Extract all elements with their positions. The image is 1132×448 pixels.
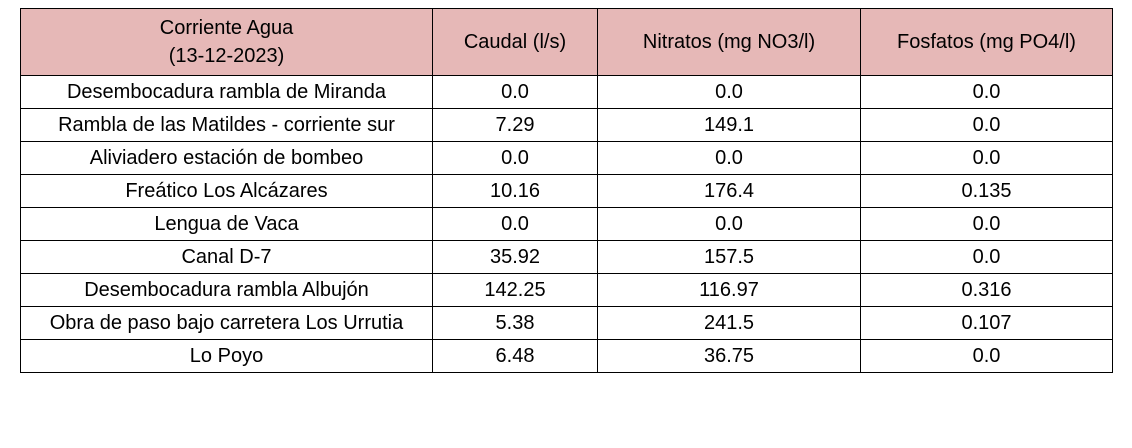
header-cell: Nitratos (mg NO3/l) bbox=[597, 8, 861, 76]
table-row: Desembocadura rambla Albujón 142.25 116.97… bbox=[20, 273, 1113, 307]
table-cell: 0.135 bbox=[860, 174, 1113, 208]
table-cell: Lengua de Vaca bbox=[20, 207, 433, 241]
header-cell: Corriente Agua (13-12-2023) bbox=[20, 8, 433, 76]
table-row: Rambla de las Matildes - corriente sur 7.… bbox=[20, 108, 1113, 142]
table-row: Lengua de Vaca 0.0 0.0 0.0 bbox=[20, 207, 1113, 241]
table-cell: 0.0 bbox=[860, 339, 1113, 373]
table-cell: 116.97 bbox=[597, 273, 861, 307]
table-row: Canal D-7 35.92 157.5 0.0 bbox=[20, 240, 1113, 274]
table-cell: 0.0 bbox=[860, 108, 1113, 142]
table-row: Obra de paso bajo carretera Los Urrutia 5… bbox=[20, 306, 1113, 340]
table-cell: 0.0 bbox=[597, 207, 861, 241]
table-cell: Desembocadura rambla Albujón bbox=[20, 273, 433, 307]
table-cell: 149.1 bbox=[597, 108, 861, 142]
table-cell: 0.0 bbox=[432, 207, 598, 241]
table-cell: 36.75 bbox=[597, 339, 861, 373]
data-table: Corriente Agua (13-12-2023) Caudal (l/s) N… bbox=[20, 8, 1113, 373]
table-cell: 0.0 bbox=[860, 141, 1113, 175]
table-body: Desembocadura rambla de Miranda 0.0 0.0 0.0… bbox=[20, 75, 1113, 373]
table-row: Desembocadura rambla de Miranda 0.0 0.0 0.0 bbox=[20, 75, 1113, 109]
table-cell: Rambla de las Matildes - corriente sur bbox=[20, 108, 433, 142]
table-cell: Aliviadero estación de bombeo bbox=[20, 141, 433, 175]
table-cell: 157.5 bbox=[597, 240, 861, 274]
table-cell: 0.0 bbox=[432, 141, 598, 175]
table-cell: 10.16 bbox=[432, 174, 598, 208]
table-cell: 142.25 bbox=[432, 273, 598, 307]
table-row: Lo Poyo 6.48 36.75 0.0 bbox=[20, 339, 1113, 373]
header-row: Corriente Agua (13-12-2023) Caudal (l/s) N… bbox=[20, 8, 1113, 76]
table-cell: Desembocadura rambla de Miranda bbox=[20, 75, 433, 109]
table-cell: 0.0 bbox=[432, 75, 598, 109]
table-cell: 0.0 bbox=[860, 207, 1113, 241]
header-cell: Fosfatos (mg PO4/l) bbox=[860, 8, 1113, 76]
table-cell: 5.38 bbox=[432, 306, 598, 340]
header-cell: Caudal (l/s) bbox=[432, 8, 598, 76]
table-cell: 0.0 bbox=[597, 141, 861, 175]
table-cell: 0.107 bbox=[860, 306, 1113, 340]
table-cell: 0.0 bbox=[860, 240, 1113, 274]
table-cell: 0.0 bbox=[860, 75, 1113, 109]
table-cell: 35.92 bbox=[432, 240, 598, 274]
table-cell: 6.48 bbox=[432, 339, 598, 373]
table-cell: 176.4 bbox=[597, 174, 861, 208]
table-cell: Lo Poyo bbox=[20, 339, 433, 373]
table-cell: 0.0 bbox=[597, 75, 861, 109]
table-cell: Obra de paso bajo carretera Los Urrutia bbox=[20, 306, 433, 340]
table-row: Freático Los Alcázares 10.16 176.4 0.135 bbox=[20, 174, 1113, 208]
table-cell: 0.316 bbox=[860, 273, 1113, 307]
table-cell: Freático Los Alcázares bbox=[20, 174, 433, 208]
table-cell: Canal D-7 bbox=[20, 240, 433, 274]
table-cell: 241.5 bbox=[597, 306, 861, 340]
table-cell: 7.29 bbox=[432, 108, 598, 142]
table-row: Aliviadero estación de bombeo 0.0 0.0 0.0 bbox=[20, 141, 1113, 175]
